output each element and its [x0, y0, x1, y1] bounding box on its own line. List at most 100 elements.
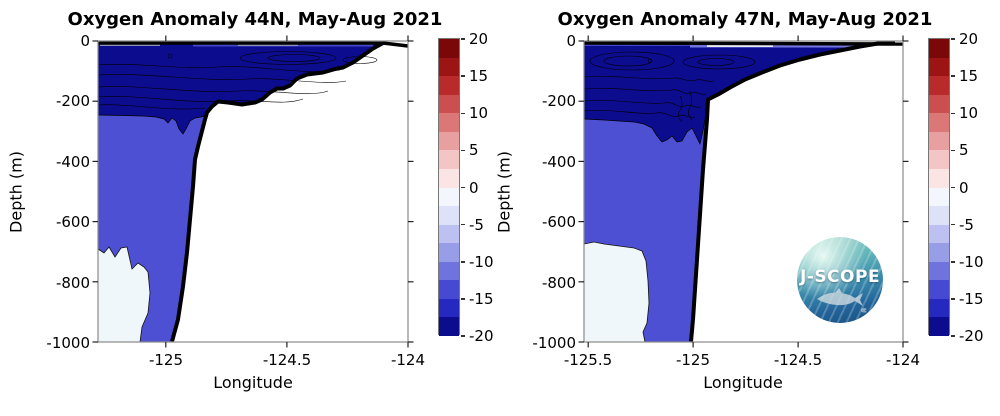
y-tick-label: 0: [80, 32, 90, 50]
colorbar-tick-mark: [951, 38, 955, 40]
y-tick-label: 0: [566, 32, 576, 50]
colorbar-segment: [929, 113, 949, 132]
colorbar-tick-mark: [461, 186, 465, 189]
region-pale-deep-47n: [583, 241, 650, 343]
jscope-logo-text: J-SCOPE: [799, 267, 881, 287]
y-tick-label: -1000: [532, 334, 576, 352]
colorbar-segment: [439, 57, 459, 77]
colorbar-segment: [439, 298, 459, 318]
colorbar-segment: [929, 168, 949, 188]
colorbar-tick-label: 0: [469, 178, 479, 197]
jscope-logo: J-SCOPE: [797, 237, 883, 323]
x-axis-label-47n: Longitude: [703, 373, 783, 392]
colorbar-tick-mark: [951, 112, 955, 114]
colorbar-segment: [439, 206, 459, 225]
colorbar-tick-mark: [461, 298, 465, 300]
colorbar-tick-mark: [951, 335, 955, 337]
x-tick-label: -125.5: [563, 351, 613, 369]
y-tick-label: -1000: [46, 334, 90, 352]
colorbar-tick-mark: [461, 335, 465, 337]
colorbar-tick-mark: [951, 75, 955, 77]
colorbar-segment: [439, 187, 459, 207]
chart-title-44n: Oxygen Anomaly 44N, May-Aug 2021: [67, 9, 443, 30]
region-pale-deep-44n: [97, 246, 151, 343]
y-tick-label: -600: [55, 213, 90, 231]
colorbar-tick-mark: [461, 38, 465, 40]
colorbar-segment: [439, 168, 459, 188]
axes-box-44n: [92, 35, 414, 348]
colorbar-segment: [439, 94, 459, 114]
y-tick-label: -200: [541, 92, 576, 110]
x-tick-label: -125: [675, 351, 711, 369]
contour-lines-47n: [583, 51, 756, 123]
x-tick-label: -124.5: [773, 351, 823, 369]
colorbar-segment: [439, 76, 459, 95]
colorbar-segment: [929, 57, 949, 77]
x-tick-label: -124: [885, 351, 921, 369]
colorbar-segment: [929, 298, 949, 318]
colorbar-tick-label: 15: [469, 67, 489, 86]
colorbar-segment: [929, 187, 949, 207]
colorbar-segment: [439, 150, 459, 169]
y-axis-label-44n: Depth (m): [6, 151, 26, 233]
y-tick-label: -200: [55, 92, 90, 110]
y-tick-label: -400: [55, 153, 90, 171]
colorbar-tick-mark: [951, 223, 955, 226]
colorbar-tick-label: -15: [959, 289, 984, 308]
colorbar-tick-mark: [461, 261, 465, 263]
colorbar-tick-label: -10: [959, 252, 984, 271]
colorbar-tick-label: 20: [469, 30, 489, 48]
x-tick-label: -125: [148, 351, 184, 369]
y-tick-label: -800: [55, 274, 90, 292]
colorbar-tick-label: -20: [469, 327, 494, 345]
colorbar-tick-label: -20: [959, 327, 984, 345]
colorbar-tick-label: 15: [959, 67, 979, 86]
colorbar-segment: [929, 261, 949, 281]
surface-line-47n: [583, 41, 904, 46]
colorbar-tick-label: 0: [959, 178, 969, 197]
colorbar-47n: 20 15 10 5 0 -5 -10 -15 -20: [928, 30, 984, 345]
colorbar-segment: [929, 243, 949, 262]
colorbar-segment: [439, 131, 459, 151]
y-tick-label: -600: [541, 213, 576, 231]
y-tick-label: -800: [541, 274, 576, 292]
colorbar-tick-mark: [951, 149, 955, 152]
colorbar-segment: [929, 94, 949, 114]
x-tick-label: -124.5: [262, 351, 312, 369]
axes-box-47n: [578, 35, 909, 348]
colorbar-segment: [439, 39, 459, 58]
colorbar-tick-mark: [461, 75, 465, 77]
contour-plot-44n: [92, 35, 414, 348]
colorbar-44n: 20 15 10 5 0 -5 -10 -15 -20: [438, 30, 494, 345]
colorbar-tick-label: 20: [959, 30, 979, 48]
colorbar-tick-mark: [951, 261, 955, 263]
colorbar-tick-mark: [951, 186, 955, 189]
y-axis-label-47n: Depth (m): [494, 151, 514, 233]
x-axis-label-44n: Longitude: [213, 373, 293, 392]
surface-line-44n: [98, 41, 409, 48]
colorbar-segment: [929, 280, 949, 299]
colorbar-segment: [929, 206, 949, 225]
colorbar-segment: [929, 131, 949, 151]
bathymetry-line-44n: [170, 41, 384, 343]
colorbar-segment: [439, 224, 459, 244]
colorbar-tick-mark: [951, 298, 955, 300]
colorbar-tick-label: -5: [959, 215, 974, 234]
contour-plot-47n: [578, 35, 909, 348]
chart-title-47n: Oxygen Anomaly 47N, May-Aug 2021: [557, 9, 933, 30]
colorbar-segment: [929, 150, 949, 169]
colorbar-segment: [439, 317, 459, 336]
colorbar-segment: [439, 113, 459, 132]
colorbar-segment: [439, 280, 459, 299]
colorbar-segment: [929, 76, 949, 95]
contour-lines-44n: [97, 51, 378, 110]
colorbar-tick-label: -10: [469, 252, 494, 271]
colorbar-segment: [929, 224, 949, 244]
surface-strips-47n: [584, 43, 863, 48]
colorbar-segment: [439, 243, 459, 262]
colorbar-segment: [929, 39, 949, 58]
bathymetry-line-47n: [689, 41, 896, 342]
colorbar-tick-label: 5: [469, 141, 479, 160]
y-tick-label: -400: [541, 153, 576, 171]
